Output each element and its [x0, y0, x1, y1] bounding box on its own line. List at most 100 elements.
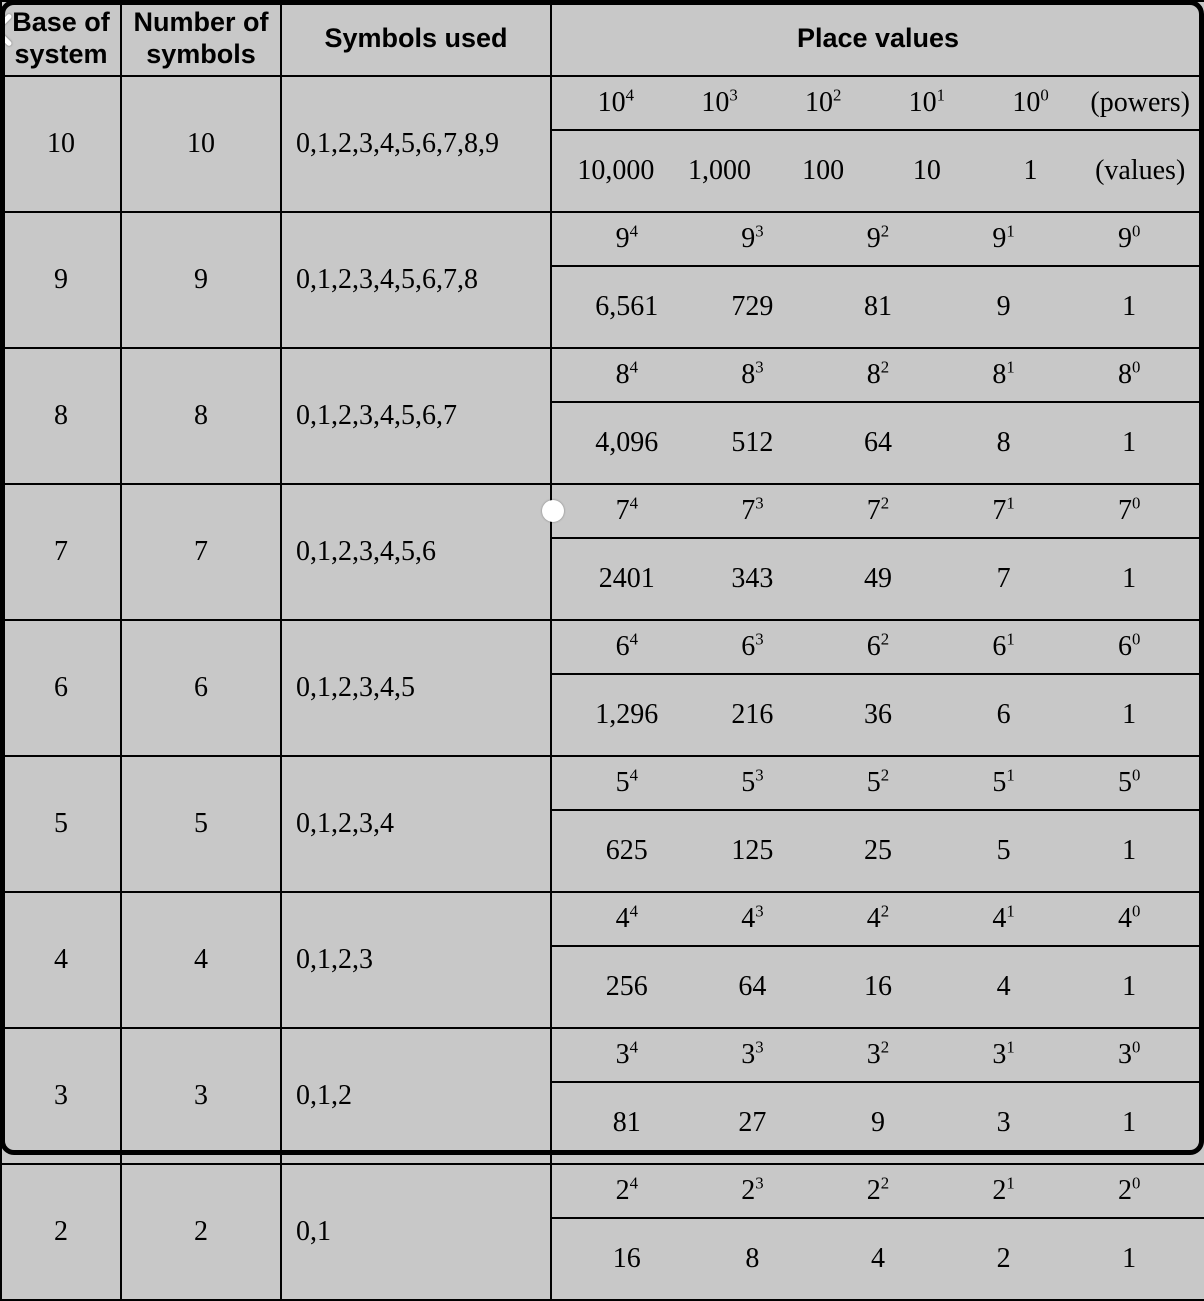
cell-base: 3: [1, 1028, 121, 1164]
values-annotation: (values): [1082, 155, 1192, 187]
cell-base: 2: [1, 1164, 121, 1300]
cell-base: 6: [1, 620, 121, 756]
value-term: 64: [815, 427, 941, 459]
power-term: 61: [941, 631, 1067, 663]
power-term: 23: [690, 1175, 816, 1207]
header-row: Base of system Number of symbols Symbols…: [1, 1, 1204, 76]
value-term: 81: [564, 1107, 690, 1139]
power-term: 63: [690, 631, 816, 663]
header-num: Number of symbols: [121, 1, 281, 76]
cell-symbols: 0,1,2,3,4,5,6: [281, 484, 551, 620]
value-term: 64: [690, 971, 816, 1003]
value-term: 9: [941, 291, 1067, 323]
value-term: 1: [1066, 563, 1192, 595]
value-term: 625: [564, 835, 690, 867]
power-term: 50: [1066, 767, 1192, 799]
cell-num-symbols: 6: [121, 620, 281, 756]
header-place: Place values: [551, 1, 1204, 76]
powers-annotation: (powers): [1082, 87, 1192, 119]
value-term: 1: [1066, 427, 1192, 459]
value-term: 4,096: [564, 427, 690, 459]
power-term: 103: [668, 87, 772, 119]
cell-values: 256641641: [551, 946, 1204, 1028]
value-term: 10,000: [564, 155, 668, 187]
value-term: 7: [941, 563, 1067, 595]
cell-symbols: 0,1,2,3,4,5,6,7: [281, 348, 551, 484]
cell-base: 8: [1, 348, 121, 484]
cell-powers: 104103102101100(powers): [551, 76, 1204, 130]
power-term: 83: [690, 359, 816, 391]
value-term: 1: [1066, 835, 1192, 867]
power-term: 43: [690, 903, 816, 935]
power-term: 81: [941, 359, 1067, 391]
power-term: 30: [1066, 1039, 1192, 1071]
power-term: 32: [815, 1039, 941, 1071]
power-term: 33: [690, 1039, 816, 1071]
value-term: 256: [564, 971, 690, 1003]
cell-num-symbols: 8: [121, 348, 281, 484]
value-term: 2401: [564, 563, 690, 595]
cell-powers: 9493929190: [551, 212, 1204, 266]
power-term: 94: [564, 223, 690, 255]
cell-powers: 7473727170: [551, 484, 1204, 538]
cell-num-symbols: 5: [121, 756, 281, 892]
cell-num-symbols: 3: [121, 1028, 281, 1164]
table-wrap: Base of system Number of symbols Symbols…: [0, 0, 1204, 1155]
value-term: 8: [690, 1243, 816, 1275]
value-term: 3: [941, 1107, 1067, 1139]
cell-values: 6,5617298191: [551, 266, 1204, 348]
powers-row: 330,1,23433323130: [1, 1028, 1204, 1082]
value-term: 36: [815, 699, 941, 731]
value-term: 1: [1066, 699, 1192, 731]
power-term: 64: [564, 631, 690, 663]
value-term: 5: [941, 835, 1067, 867]
cell-symbols: 0,1,2: [281, 1028, 551, 1164]
powers-row: 880,1,2,3,4,5,6,78483828180: [1, 348, 1204, 402]
number-systems-table: Base of system Number of symbols Symbols…: [0, 0, 1204, 1301]
cell-base: 7: [1, 484, 121, 620]
cell-values: 4,0965126481: [551, 402, 1204, 484]
power-term: 102: [771, 87, 875, 119]
power-term: 90: [1066, 223, 1192, 255]
value-term: 25: [815, 835, 941, 867]
cell-base: 9: [1, 212, 121, 348]
cell-symbols: 0,1,2,3,4,5,6,7,8,9: [281, 76, 551, 212]
value-term: 1: [1066, 971, 1192, 1003]
power-term: 84: [564, 359, 690, 391]
power-term: 100: [979, 87, 1083, 119]
cell-symbols: 0,1,2,3: [281, 892, 551, 1028]
value-term: 8: [941, 427, 1067, 459]
power-term: 73: [690, 495, 816, 527]
power-term: 104: [564, 87, 668, 119]
cell-symbols: 0,1: [281, 1164, 551, 1300]
power-term: 62: [815, 631, 941, 663]
cell-base: 4: [1, 892, 121, 1028]
cell-powers: 6463626160: [551, 620, 1204, 674]
cell-num-symbols: 4: [121, 892, 281, 1028]
value-term: 4: [941, 971, 1067, 1003]
cell-powers: 3433323130: [551, 1028, 1204, 1082]
power-term: 72: [815, 495, 941, 527]
value-term: 125: [690, 835, 816, 867]
cell-values: 10,0001,000100101(values): [551, 130, 1204, 212]
value-term: 49: [815, 563, 941, 595]
value-term: 512: [690, 427, 816, 459]
power-term: 42: [815, 903, 941, 935]
power-term: 44: [564, 903, 690, 935]
cell-values: 8127931: [551, 1082, 1204, 1164]
value-term: 100: [771, 155, 875, 187]
value-term: 16: [564, 1243, 690, 1275]
header-base: Base of system: [1, 1, 121, 76]
power-term: 31: [941, 1039, 1067, 1071]
power-term: 52: [815, 767, 941, 799]
value-term: 1: [1066, 1243, 1192, 1275]
power-term: 82: [815, 359, 941, 391]
value-term: 10: [875, 155, 979, 187]
power-term: 20: [1066, 1175, 1192, 1207]
power-term: 91: [941, 223, 1067, 255]
value-term: 2: [941, 1243, 1067, 1275]
value-term: 1: [1066, 1107, 1192, 1139]
cell-values: 24013434971: [551, 538, 1204, 620]
cell-base: 10: [1, 76, 121, 212]
value-term: 27: [690, 1107, 816, 1139]
